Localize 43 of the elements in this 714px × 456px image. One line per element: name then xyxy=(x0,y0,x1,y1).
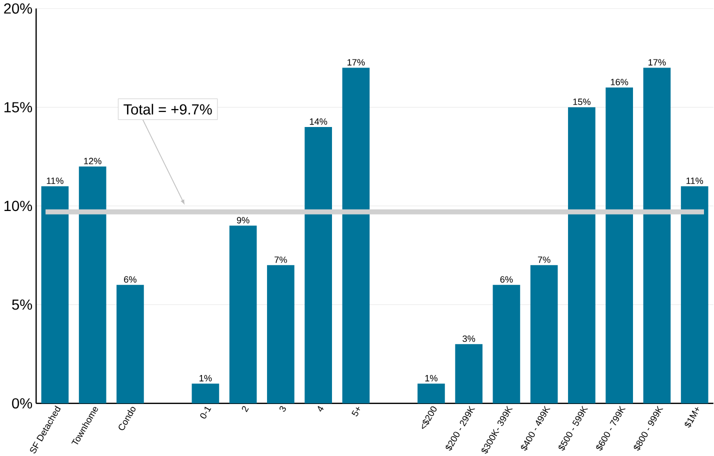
bar xyxy=(78,166,106,404)
data-label: 6% xyxy=(124,276,136,283)
x-tick-label: 2 xyxy=(242,406,249,412)
data-label: 12% xyxy=(84,158,102,164)
bar xyxy=(304,126,332,404)
data-label: 11% xyxy=(46,178,64,184)
bar xyxy=(455,344,482,404)
bar xyxy=(342,68,370,404)
data-label: 16% xyxy=(610,78,628,86)
x-tick-label: 5+ xyxy=(352,406,360,416)
bar xyxy=(267,265,294,404)
bar xyxy=(229,226,257,404)
bar xyxy=(418,384,445,404)
bar xyxy=(192,384,220,404)
data-label: 7% xyxy=(274,256,287,263)
data-label: 6% xyxy=(500,276,513,283)
bar xyxy=(568,107,596,404)
x-tick-label: 0-1 xyxy=(200,406,212,418)
ref-line-label: Total = +9.7% xyxy=(124,104,212,114)
data-label: 14% xyxy=(310,118,328,125)
data-label: 1% xyxy=(425,374,438,382)
data-label: 11% xyxy=(686,178,704,184)
data-label: 3% xyxy=(462,335,476,342)
bar xyxy=(116,284,144,404)
x-tick-label: 3 xyxy=(280,406,286,412)
bar xyxy=(492,284,520,404)
y-tick-label: 20% xyxy=(4,3,32,14)
data-label: 1% xyxy=(200,374,212,382)
data-label: 7% xyxy=(538,256,550,263)
bar xyxy=(643,68,671,404)
data-label: 17% xyxy=(648,59,666,66)
y-tick-label: 5% xyxy=(12,299,32,310)
data-label: 9% xyxy=(236,216,250,224)
bar xyxy=(530,265,558,404)
bar xyxy=(606,87,633,404)
y-tick-label: 0% xyxy=(12,398,32,408)
data-label: 15% xyxy=(573,98,590,105)
bar xyxy=(41,186,69,404)
x-tick-label: 4 xyxy=(318,406,324,412)
bar xyxy=(680,186,708,404)
y-tick-label: 15% xyxy=(4,102,32,112)
data-label: 17% xyxy=(348,59,365,66)
y-tick-label: 10% xyxy=(4,200,32,212)
